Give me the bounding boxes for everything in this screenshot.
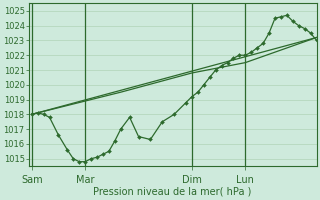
X-axis label: Pression niveau de la mer( hPa ): Pression niveau de la mer( hPa ) [93, 187, 252, 197]
